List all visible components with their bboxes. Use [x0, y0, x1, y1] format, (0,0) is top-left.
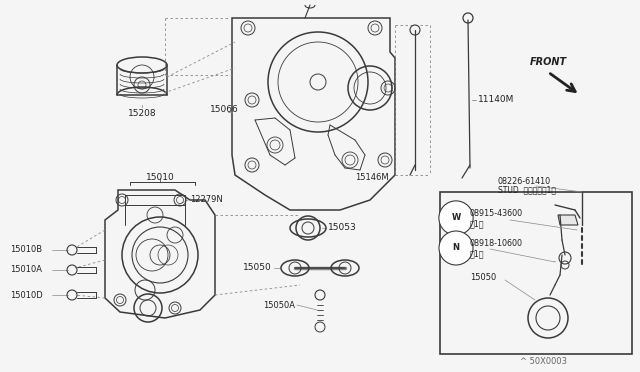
Text: 08915-43600: 08915-43600 [470, 209, 523, 218]
Text: 08918-10600: 08918-10600 [470, 240, 523, 248]
Text: 15010A: 15010A [10, 266, 42, 275]
Text: 11140M: 11140M [478, 96, 515, 105]
Text: STUD  スタッド（1）: STUD スタッド（1） [498, 186, 556, 195]
Text: 15146M: 15146M [355, 173, 389, 183]
Text: 15066: 15066 [210, 106, 239, 115]
Text: 15208: 15208 [128, 109, 156, 118]
Text: （1）: （1） [470, 250, 484, 259]
Text: 15050: 15050 [470, 273, 496, 282]
Text: 15050A: 15050A [263, 301, 295, 310]
Bar [440, 192, 632, 354]
Text: 08226-61410: 08226-61410 [498, 177, 551, 186]
Text: N: N [452, 244, 460, 253]
Text: 15010B: 15010B [10, 246, 42, 254]
Text: 15050: 15050 [243, 263, 272, 273]
Text: W: W [451, 214, 461, 222]
Text: 12279N: 12279N [190, 196, 223, 205]
Text: ^ 50X0003: ^ 50X0003 [520, 357, 567, 366]
Text: 15010: 15010 [146, 173, 174, 183]
Text: 15010D: 15010D [10, 291, 43, 299]
Text: （1）: （1） [470, 219, 484, 228]
Text: 15053: 15053 [328, 224, 356, 232]
Polygon shape [558, 215, 578, 225]
Text: FRONT: FRONT [530, 57, 567, 67]
